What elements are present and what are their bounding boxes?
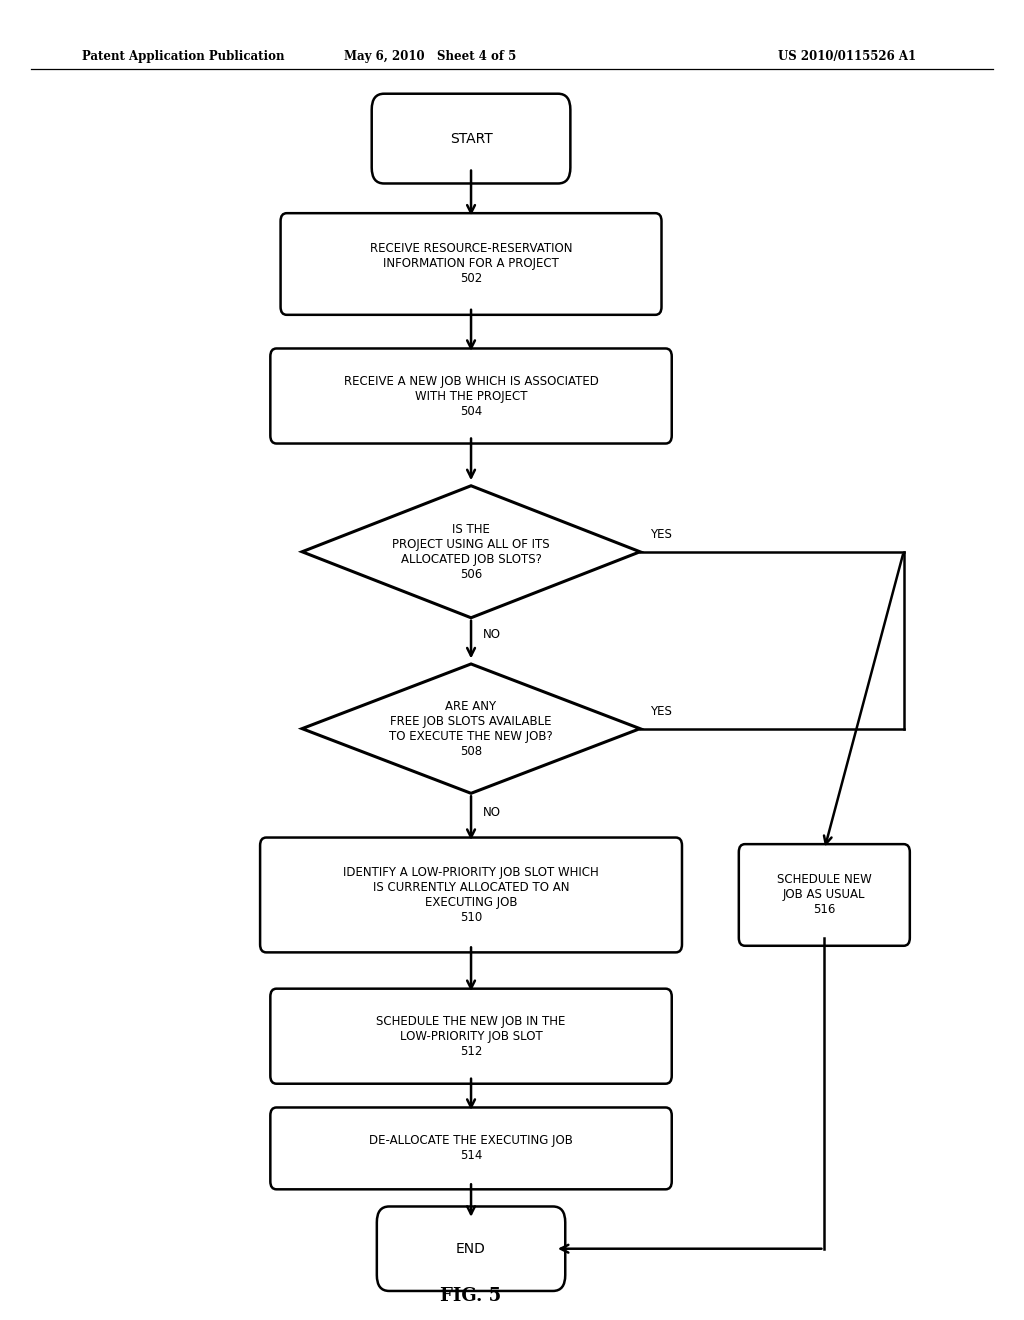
Text: SCHEDULE NEW
JOB AS USUAL
516: SCHEDULE NEW JOB AS USUAL 516: [777, 874, 871, 916]
Text: IS THE
PROJECT USING ALL OF ITS
ALLOCATED JOB SLOTS?
506: IS THE PROJECT USING ALL OF ITS ALLOCATE…: [392, 523, 550, 581]
FancyBboxPatch shape: [270, 989, 672, 1084]
FancyBboxPatch shape: [739, 845, 910, 945]
Text: RECEIVE RESOURCE-RESERVATION
INFORMATION FOR A PROJECT
502: RECEIVE RESOURCE-RESERVATION INFORMATION…: [370, 243, 572, 285]
Text: SCHEDULE THE NEW JOB IN THE
LOW-PRIORITY JOB SLOT
512: SCHEDULE THE NEW JOB IN THE LOW-PRIORITY…: [377, 1015, 565, 1057]
FancyBboxPatch shape: [281, 214, 662, 314]
Text: DE-ALLOCATE THE EXECUTING JOB
514: DE-ALLOCATE THE EXECUTING JOB 514: [369, 1134, 573, 1163]
Polygon shape: [302, 486, 640, 618]
Text: May 6, 2010   Sheet 4 of 5: May 6, 2010 Sheet 4 of 5: [344, 50, 516, 63]
Polygon shape: [302, 664, 640, 793]
Text: NO: NO: [483, 628, 502, 640]
Text: Patent Application Publication: Patent Application Publication: [82, 50, 285, 63]
Text: YES: YES: [650, 705, 672, 718]
Text: NO: NO: [483, 807, 502, 820]
Text: IDENTIFY A LOW-PRIORITY JOB SLOT WHICH
IS CURRENTLY ALLOCATED TO AN
EXECUTING JO: IDENTIFY A LOW-PRIORITY JOB SLOT WHICH I…: [343, 866, 599, 924]
FancyBboxPatch shape: [260, 837, 682, 953]
FancyBboxPatch shape: [270, 348, 672, 444]
Text: START: START: [450, 132, 493, 145]
Text: ARE ANY
FREE JOB SLOTS AVAILABLE
TO EXECUTE THE NEW JOB?
508: ARE ANY FREE JOB SLOTS AVAILABLE TO EXEC…: [389, 700, 553, 758]
FancyBboxPatch shape: [372, 94, 570, 183]
Text: RECEIVE A NEW JOB WHICH IS ASSOCIATED
WITH THE PROJECT
504: RECEIVE A NEW JOB WHICH IS ASSOCIATED WI…: [344, 375, 598, 417]
Text: US 2010/0115526 A1: US 2010/0115526 A1: [778, 50, 916, 63]
Text: YES: YES: [650, 528, 672, 541]
FancyBboxPatch shape: [270, 1107, 672, 1189]
Text: END: END: [456, 1242, 486, 1255]
FancyBboxPatch shape: [377, 1206, 565, 1291]
Text: FIG. 5: FIG. 5: [440, 1287, 502, 1305]
